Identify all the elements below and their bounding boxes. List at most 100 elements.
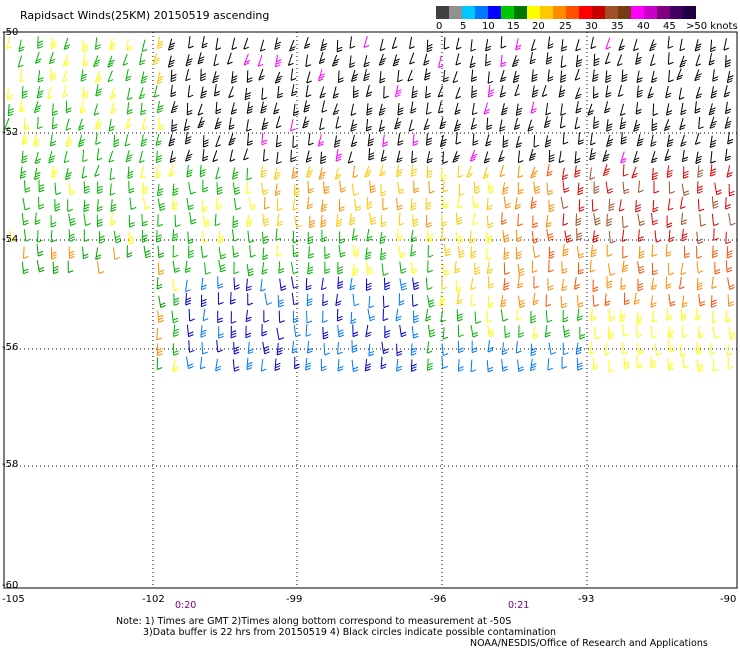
wind-barb — [307, 262, 314, 275]
wind-barb — [350, 311, 357, 325]
color-swatch — [488, 6, 501, 19]
wind-barb — [711, 310, 718, 324]
wind-barb — [351, 340, 358, 353]
wind-barb — [247, 341, 254, 355]
wind-barb — [676, 68, 684, 81]
wind-barb — [287, 53, 294, 66]
wind-barb — [170, 101, 179, 114]
wind-barb — [396, 197, 403, 211]
time-mark: 0:21 — [508, 600, 530, 611]
wind-barb — [638, 246, 645, 259]
wind-barb — [664, 149, 671, 162]
wind-barb — [232, 167, 239, 180]
wind-barb — [349, 213, 356, 226]
wind-barb — [541, 84, 548, 97]
scale-label: 25 — [559, 21, 572, 32]
wind-barb — [562, 244, 569, 257]
wind-barb — [187, 231, 194, 245]
wind-barb — [514, 197, 521, 210]
wind-barb — [260, 359, 267, 372]
wind-barb — [621, 215, 629, 229]
wind-barb — [365, 324, 372, 338]
wind-barb — [442, 180, 449, 193]
wind-barb — [547, 36, 554, 49]
wind-barb — [322, 310, 328, 323]
wind-barb — [108, 150, 115, 163]
wind-barb — [531, 260, 538, 273]
wind-barb — [215, 167, 221, 180]
wind-barb — [651, 325, 658, 339]
wind-barb — [155, 133, 162, 146]
wind-barb — [470, 117, 478, 130]
wind-barb — [293, 324, 301, 338]
lon-label: -105 — [2, 594, 25, 605]
wind-barb — [291, 292, 299, 306]
wind-barb — [23, 180, 31, 193]
wind-barb — [622, 324, 630, 337]
wind-barb — [602, 164, 611, 177]
wind-barb — [291, 166, 299, 179]
wind-barb — [530, 358, 537, 372]
wind-barb — [142, 117, 148, 130]
wind-barb — [428, 181, 435, 194]
wind-barb — [395, 308, 402, 322]
wind-barb — [633, 150, 640, 163]
wind-barb — [501, 212, 507, 225]
wind-barb — [561, 39, 568, 52]
wind-barb — [533, 135, 540, 148]
wind-barb — [515, 38, 522, 51]
wind-barb — [682, 166, 689, 179]
wind-barb — [678, 87, 685, 100]
wind-barb — [635, 356, 643, 369]
wind-barb — [589, 260, 596, 273]
wind-barb — [591, 199, 598, 212]
wind-barb — [247, 230, 255, 244]
wind-barb — [486, 117, 493, 131]
wind-barb — [351, 183, 359, 196]
wind-barb — [128, 231, 135, 245]
wind-barb — [618, 199, 625, 212]
wind-barb — [617, 84, 624, 97]
wind-barb — [441, 343, 449, 356]
wind-barb — [186, 102, 193, 116]
wind-barb — [407, 69, 413, 82]
wind-barb — [200, 277, 207, 291]
wind-barb — [37, 70, 44, 83]
wind-barb — [302, 116, 310, 129]
wind-barb — [727, 277, 735, 290]
wind-barb — [442, 263, 450, 276]
wind-barb — [260, 165, 267, 178]
wind-barb — [697, 181, 703, 194]
wind-barb — [576, 308, 583, 321]
wind-barb — [426, 151, 433, 164]
wind-barb — [338, 244, 346, 258]
wind-barb — [455, 87, 461, 99]
wind-barb — [140, 166, 146, 179]
wind-barb — [19, 100, 26, 113]
wind-barb — [667, 358, 674, 371]
wind-barb — [185, 279, 191, 293]
wind-barb — [82, 149, 88, 163]
wind-barb — [665, 276, 672, 290]
wind-barb — [78, 134, 86, 148]
wind-barb — [579, 326, 586, 340]
wind-barb — [666, 134, 674, 148]
lon-label: -90 — [720, 594, 737, 605]
wind-barb — [619, 103, 626, 116]
wind-barb — [183, 118, 190, 132]
wind-barb — [274, 183, 281, 196]
wind-barb — [514, 84, 520, 97]
wind-barb — [351, 69, 359, 82]
wind-barb — [79, 101, 87, 114]
wind-barb — [129, 197, 137, 210]
wind-barb — [201, 36, 208, 49]
wind-barb — [545, 52, 553, 65]
wind-barb — [472, 212, 479, 226]
wind-barb — [246, 214, 253, 228]
scale-label: 0 — [436, 21, 443, 32]
wind-barb — [562, 213, 569, 226]
wind-barb — [274, 358, 281, 371]
wind-barb — [622, 181, 630, 195]
wind-barb — [503, 196, 511, 209]
wind-barb — [412, 277, 420, 291]
